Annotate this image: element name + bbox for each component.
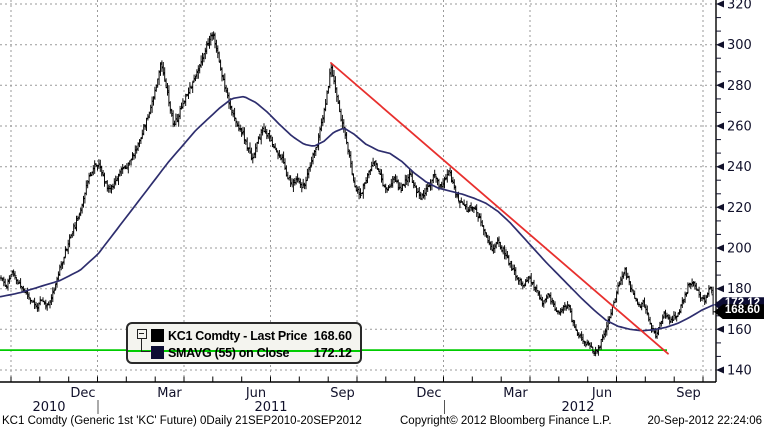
chart-legend: KC1 Comdty - Last Price 168.60 SMAVG (55…	[126, 322, 362, 364]
status-bar: KC1 Comdty (Generic 1st 'KC' Future) 0Da…	[0, 415, 764, 431]
y-axis-label: 280	[727, 79, 752, 94]
chart-description-text: KC1 Comdty (Generic 1st 'KC' Future) 0Da…	[2, 415, 362, 427]
x-axis-month-label: Jun	[245, 386, 266, 401]
x-axis-year-label: 2012	[561, 400, 594, 415]
copyright-text: Copyright© 2012 Bloomberg Finance L.P.	[400, 415, 612, 427]
legend-value-last-price: 168.60	[313, 328, 352, 343]
expander-minus-icon	[139, 333, 144, 334]
y-axis-label: 220	[727, 201, 752, 216]
legend-value-smavg: 172.12	[313, 345, 352, 360]
axes: 140 160 180 200 220 240 260 280 300 320 Dec Mar Jun S…	[0, 0, 752, 415]
y-axis-label: 260	[727, 120, 752, 135]
legend-item-last-price[interactable]: KC1 Comdty - Last Price 168.60	[151, 328, 352, 343]
expander-box-icon	[137, 329, 147, 339]
x-axis-month-label: Mar	[503, 386, 528, 401]
smavg-swatch-icon	[151, 346, 164, 359]
x-axis-month-label: Mar	[157, 386, 182, 401]
timestamp-text: 20-Sep-2012 22:24:06	[647, 415, 762, 427]
y-axis-label: 140	[727, 364, 752, 379]
y-axis-label: 200	[727, 242, 752, 257]
legend-collapse-icon[interactable]	[137, 329, 151, 355]
y-axis-label: 300	[727, 38, 752, 53]
y-axis-label: 320	[727, 0, 752, 13]
legend-label-last-price: KC1 Comdty - Last Price	[168, 328, 307, 343]
x-axis-year-label: 2010	[32, 400, 65, 415]
tree-elbow-line	[141, 338, 150, 352]
y-axis-label: 160	[727, 323, 752, 338]
x-axis-month-label: Dec	[416, 386, 441, 401]
last-price-swatch-icon	[151, 329, 164, 342]
x-axis-month-label: Jun	[591, 386, 612, 401]
axis-price-tag-last: 168.60	[714, 304, 764, 320]
gridlines	[0, 0, 716, 382]
trendline	[330, 62, 669, 355]
legend-label-smavg: SMAVG (55) on Close	[168, 345, 290, 360]
x-axis-month-label: Sep	[330, 386, 355, 401]
x-axis-month-label: Dec	[70, 386, 95, 401]
y-axis-label: 240	[727, 160, 752, 175]
x-axis-year-label: 2011	[254, 400, 287, 415]
support-line-segment	[128, 350, 360, 352]
x-axis-month-label: Sep	[676, 386, 701, 401]
smavg-line	[0, 95, 715, 332]
y-axis-label: 180	[727, 282, 752, 297]
legend-item-smavg[interactable]: SMAVG (55) on Close 172.12	[151, 345, 352, 360]
